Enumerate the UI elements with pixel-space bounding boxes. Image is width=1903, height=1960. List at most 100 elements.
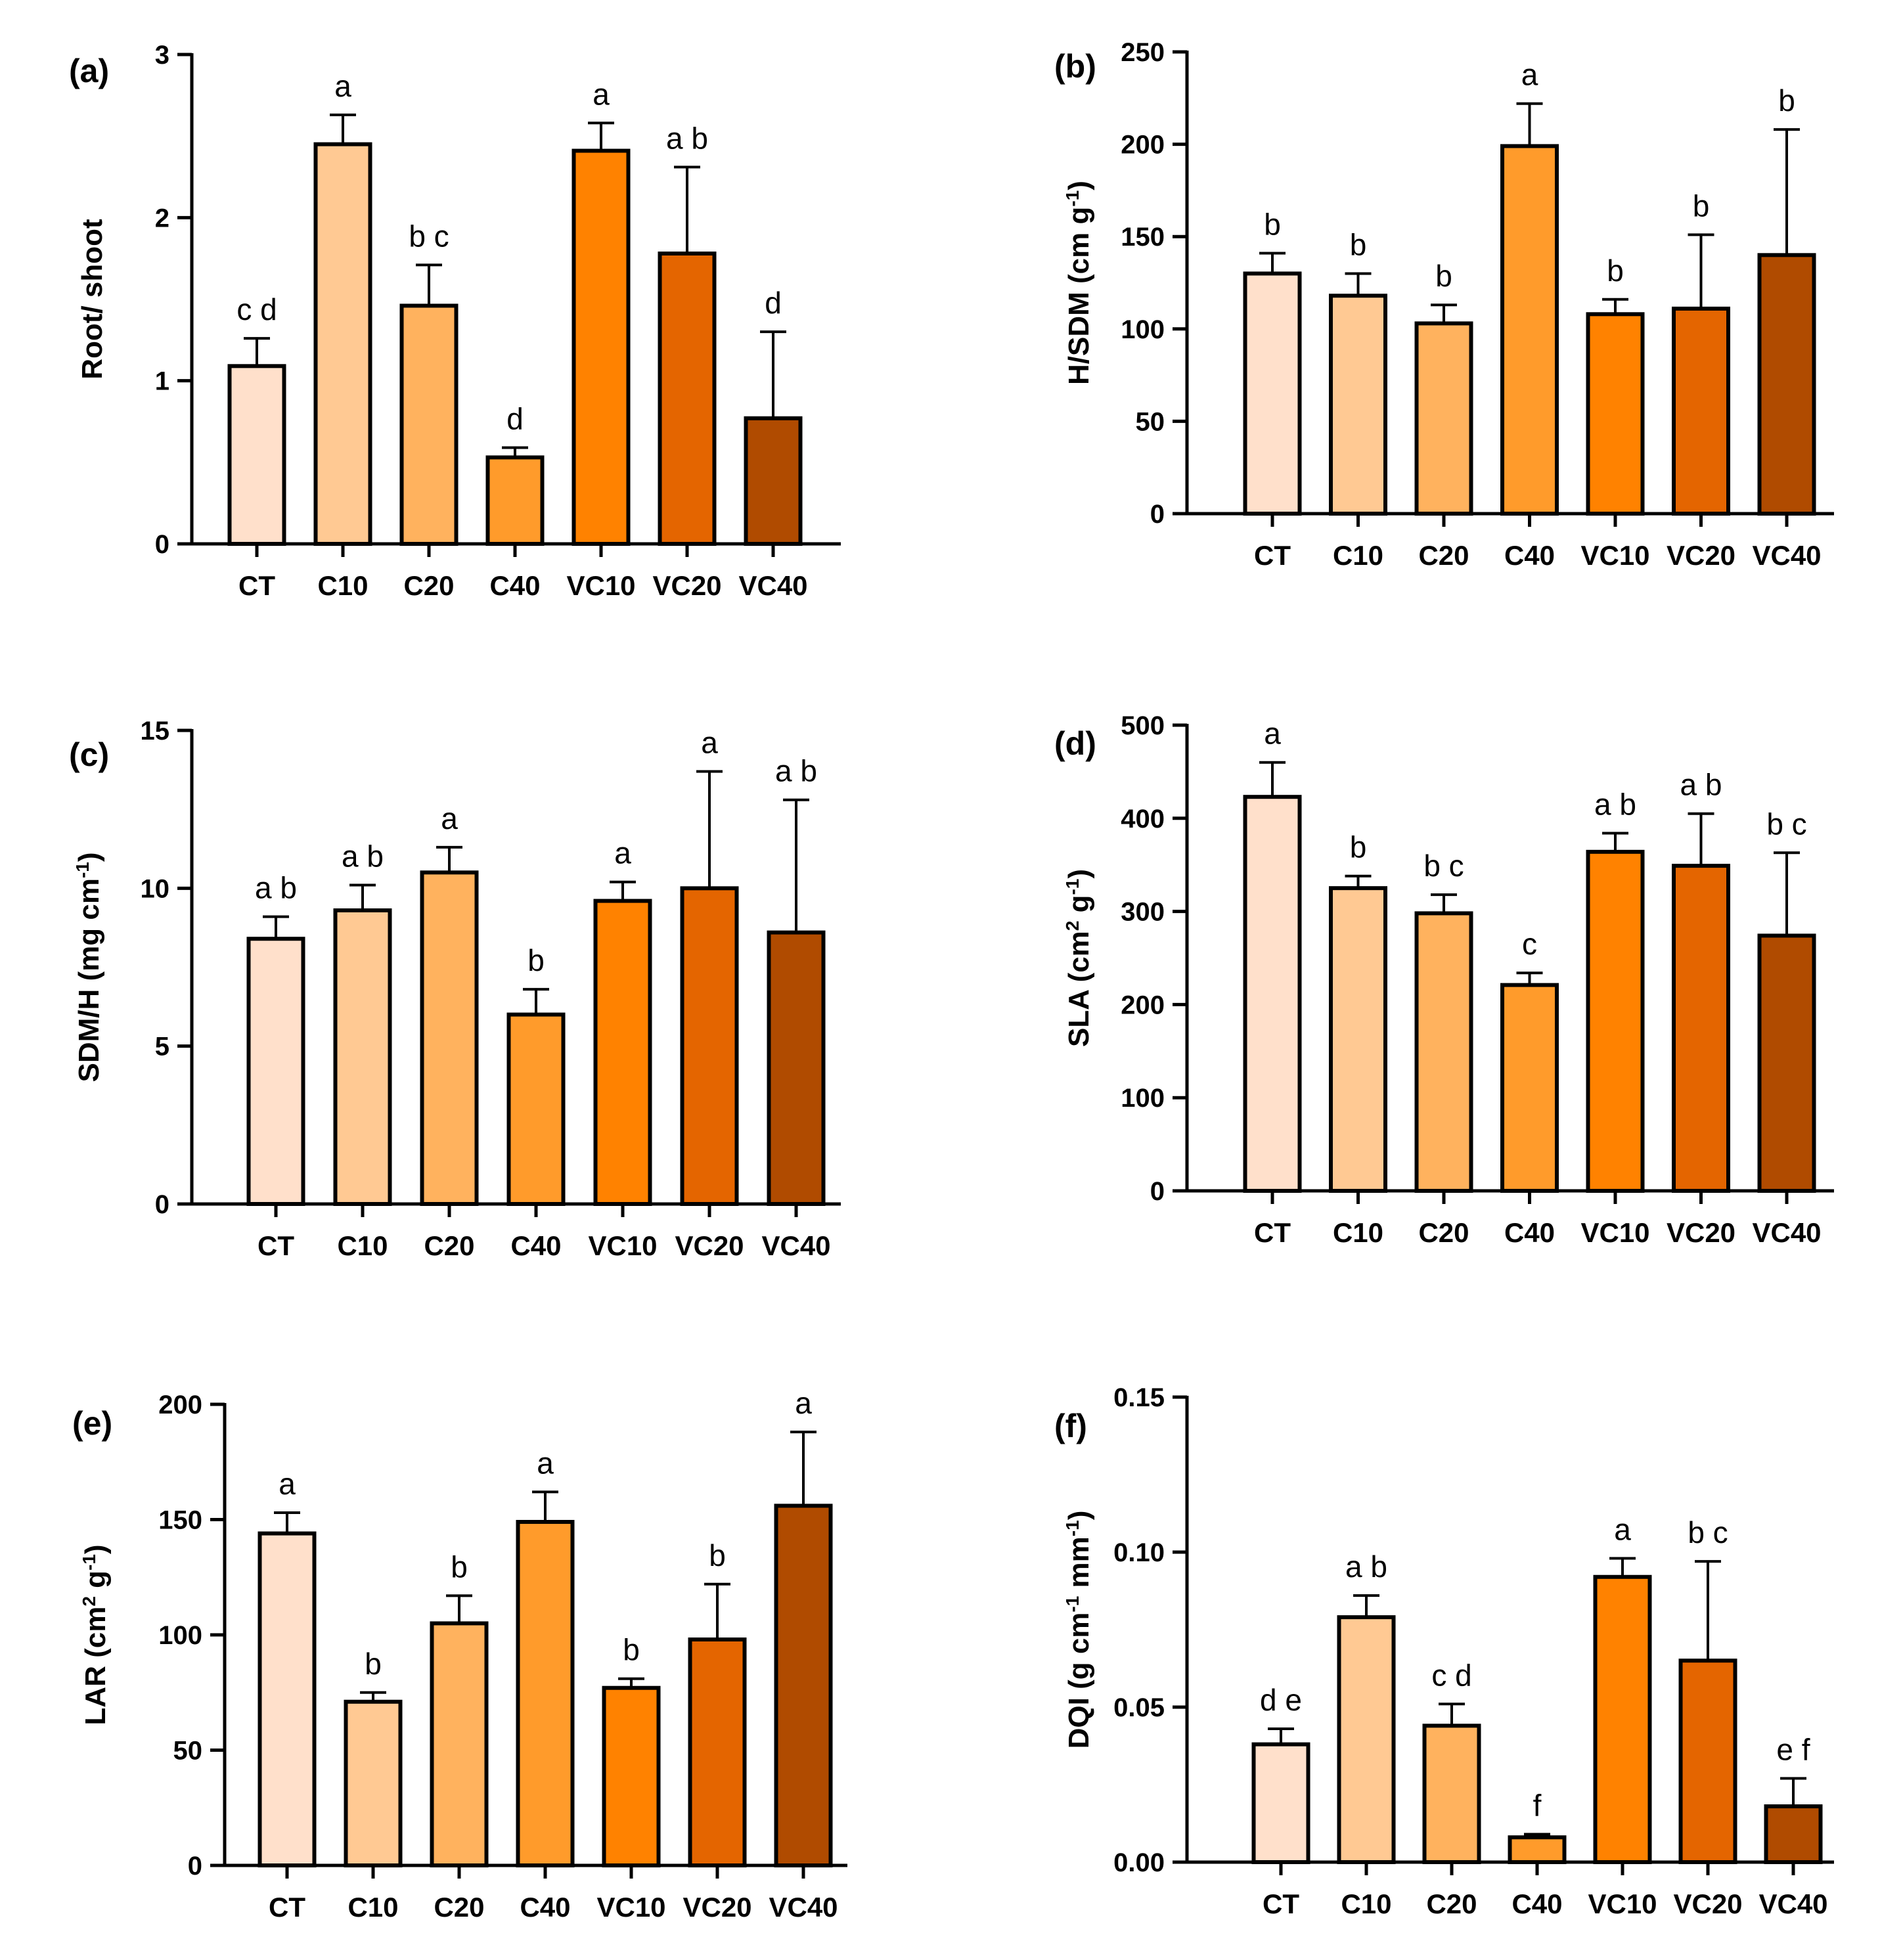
- category-label: C40: [1511, 1888, 1562, 1919]
- significance-label: c d: [236, 292, 277, 326]
- category-label: C10: [1341, 1888, 1391, 1919]
- bar-c40: [1508, 1835, 1567, 1864]
- y-tick-label: 10: [141, 874, 170, 903]
- category-label: C10: [347, 1892, 398, 1923]
- bar-ct: [1251, 1742, 1310, 1864]
- bar-ct: [1243, 271, 1302, 516]
- y-axis-title-part: ): [79, 1544, 112, 1554]
- significance-label: c: [1522, 927, 1537, 961]
- bar-vc10: [571, 148, 631, 546]
- y-axis-title-part: g: [1063, 895, 1095, 921]
- significance-label: a b: [255, 871, 297, 905]
- category-label: C40: [510, 1230, 561, 1261]
- y-axis-title-part: SLA (cm: [1063, 931, 1095, 1047]
- bar-vc20: [1678, 1659, 1737, 1864]
- category-label: VC20: [683, 1892, 751, 1923]
- bar-c20: [1422, 1724, 1481, 1865]
- category-label: C40: [1504, 1217, 1555, 1248]
- y-tick-label: 150: [1121, 223, 1165, 252]
- y-tick-label: 100: [1121, 315, 1165, 344]
- panel-label: (b): [1054, 48, 1096, 85]
- panel-label: (e): [72, 1405, 112, 1442]
- panel-e: (e) 0 50 100 150 200 LAR (cm2 g-1) a CT b C10 b C20 a…: [72, 1386, 847, 1923]
- significance-label: a b: [775, 754, 817, 788]
- bar-c10: [1337, 1615, 1396, 1865]
- y-axis-title-part: g: [79, 1570, 112, 1596]
- panel-b: (b) 0 50 100 150 200 250 H/SDM (cm g-1) b CT b C10 b…: [1054, 38, 1834, 571]
- bar-c10: [344, 1699, 403, 1868]
- bar-c40: [516, 1520, 575, 1867]
- significance-label: a: [1614, 1512, 1631, 1546]
- y-axis-title: H/SDM (cm g-1): [1062, 181, 1096, 385]
- significance-label: b: [527, 943, 545, 977]
- y-tick-label: 0: [155, 1190, 169, 1219]
- category-label: CT: [238, 570, 275, 601]
- significance-label: a: [279, 1467, 296, 1501]
- significance-label: b: [1350, 227, 1367, 261]
- category-label: VC40: [1752, 1217, 1821, 1248]
- panel-label: (d): [1054, 725, 1096, 762]
- panel-c: (c) 0 5 10 15 SDM/H (mg cm-1) a b CT a b C10 a C20 b…: [69, 717, 841, 1261]
- y-axis-title-part: LAR (cm: [79, 1607, 112, 1726]
- category-label: VC20: [675, 1230, 744, 1261]
- y-tick-label: 100: [158, 1621, 202, 1650]
- bar-vc10: [593, 899, 652, 1207]
- y-tick-label: 50: [1136, 407, 1165, 436]
- bar-c10: [333, 908, 392, 1206]
- y-tick-label: 0.05: [1113, 1693, 1165, 1722]
- bar-vc20: [688, 1637, 747, 1868]
- significance-label: e f: [1776, 1733, 1810, 1767]
- category-label: VC20: [1667, 1217, 1735, 1248]
- significance-label: a: [334, 69, 351, 103]
- significance-label: a b: [1345, 1549, 1387, 1584]
- bar-vc10: [1586, 849, 1645, 1193]
- bar-vc10: [1586, 312, 1645, 516]
- y-tick-label: 5: [155, 1033, 169, 1061]
- category-label: VC10: [566, 570, 635, 601]
- bar-c40: [485, 455, 545, 546]
- category-label: C10: [1333, 540, 1383, 571]
- y-axis-title-part: mm: [1063, 1536, 1095, 1595]
- significance-label: b: [1693, 189, 1710, 223]
- y-tick-label: 15: [141, 717, 170, 746]
- y-tick-label: 2: [155, 204, 169, 233]
- category-label: C20: [434, 1892, 484, 1923]
- y-tick-label: 0.10: [1113, 1538, 1165, 1567]
- significance-label: a: [701, 725, 718, 759]
- category-label: VC10: [1580, 540, 1649, 571]
- y-tick-label: 200: [158, 1391, 202, 1419]
- category-label: C10: [1333, 1217, 1383, 1248]
- y-tick-label: 1: [155, 367, 169, 396]
- y-tick-label: 150: [158, 1506, 202, 1535]
- y-tick-label: 0: [188, 1852, 202, 1881]
- bar-c10: [1329, 886, 1387, 1193]
- panel-label: (a): [69, 53, 109, 89]
- bar-ct: [246, 937, 305, 1206]
- significance-label: a: [1264, 717, 1281, 751]
- significance-label: b: [1607, 254, 1624, 288]
- y-tick-label: 0: [155, 530, 169, 559]
- bar-c20: [1414, 911, 1473, 1193]
- significance-label: d: [506, 401, 524, 435]
- category-label: CT: [1254, 540, 1291, 571]
- y-axis-title-sup: -1: [1062, 190, 1083, 207]
- bar-vc40: [774, 1503, 833, 1867]
- category-label: VC40: [761, 1230, 830, 1261]
- category-label: C20: [403, 570, 454, 601]
- y-tick-label: 200: [1121, 991, 1165, 1019]
- significance-label: a: [795, 1386, 812, 1420]
- y-tick-label: 500: [1121, 711, 1165, 740]
- bar-ct: [1243, 795, 1302, 1193]
- y-axis-title-part: SDM/H (mg cm: [73, 878, 105, 1082]
- category-label: VC10: [588, 1230, 657, 1261]
- significance-label: a: [1521, 58, 1538, 92]
- y-tick-label: 300: [1121, 898, 1165, 927]
- bar-c20: [399, 303, 459, 546]
- category-label: C10: [337, 1230, 388, 1261]
- y-tick-label: 0.00: [1113, 1848, 1165, 1877]
- significance-label: a b: [666, 121, 708, 155]
- significance-label: b: [623, 1633, 640, 1667]
- category-label: VC20: [1667, 540, 1735, 571]
